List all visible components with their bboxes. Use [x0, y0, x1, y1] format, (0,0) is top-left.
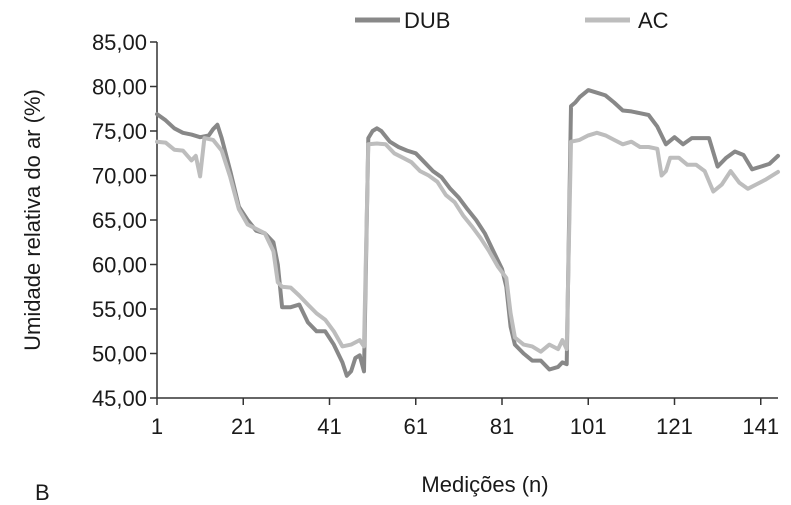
y-axis-ticks: 45,00 50,00 55,00 60,00 65,00 70,00 75,00 80,00… [92, 30, 157, 411]
x-tick-label: 1 [151, 414, 163, 439]
x-tick-label: 141 [742, 414, 779, 439]
y-tick-label: 75,00 [92, 119, 147, 144]
legend-label-ac: AC [638, 8, 669, 33]
y-tick-label: 85,00 [92, 30, 147, 55]
y-tick-label: 50,00 [92, 342, 147, 367]
x-tick-label: 121 [656, 414, 693, 439]
y-tick-label: 70,00 [92, 164, 147, 189]
x-tick-label: 101 [570, 414, 607, 439]
x-axis-title: Medições (n) [421, 472, 548, 497]
y-tick-label: 65,00 [92, 208, 147, 233]
y-tick-label: 55,00 [92, 297, 147, 322]
y-axis-title: Umidade relativa do ar (%) [20, 89, 45, 351]
x-tick-label: 41 [317, 414, 341, 439]
series-layer [155, 88, 780, 378]
x-tick-label: 21 [231, 414, 255, 439]
y-tick-label: 80,00 [92, 75, 147, 100]
series-line-ac [155, 130, 780, 354]
y-tick-label: 60,00 [92, 253, 147, 278]
x-axis-ticks: 1 21 41 61 81 101 121 141 [151, 398, 779, 439]
x-tick-label: 81 [490, 414, 514, 439]
legend: DUB AC [355, 8, 669, 33]
series-line-dub [155, 88, 780, 378]
legend-label-dub: DUB [404, 8, 450, 33]
panel-label: B [35, 480, 50, 505]
y-tick-label: 45,00 [92, 386, 147, 411]
x-tick-label: 61 [404, 414, 428, 439]
